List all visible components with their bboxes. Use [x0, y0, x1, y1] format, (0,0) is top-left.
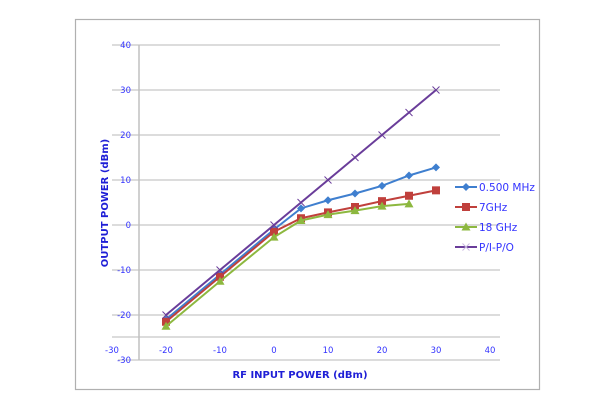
x-marker — [297, 198, 305, 207]
square-marker — [378, 197, 386, 206]
y-tick-label: 0 — [126, 221, 131, 231]
diamond-marker — [324, 196, 332, 205]
x-marker — [432, 86, 440, 94]
triangle-marker — [461, 222, 471, 231]
square-marker — [270, 227, 278, 236]
triangle-marker — [404, 199, 414, 208]
legend-label: 0.500 MHz — [479, 182, 535, 194]
y-tick-label: -20 — [117, 311, 131, 321]
y-tick-label: -10 — [117, 266, 131, 276]
x-tick-label: 0 — [271, 346, 276, 356]
x-marker — [270, 221, 278, 229]
legend-label: 18 GHz — [479, 222, 518, 234]
triangle-marker — [377, 201, 387, 210]
x-marker — [351, 153, 359, 162]
diamond-marker — [351, 189, 359, 198]
x-axis-ticks: -30 -20 -10 0 10 20 30 40 — [105, 346, 495, 356]
diamond-marker — [297, 204, 305, 213]
series-line — [165, 202, 410, 328]
x-marker — [405, 108, 413, 117]
triangle-marker — [323, 210, 333, 219]
diamond-marker — [462, 183, 470, 191]
x-tick-label: 40 — [485, 346, 496, 356]
diamond-marker — [405, 171, 413, 180]
x-marker — [162, 311, 170, 319]
legend: 0.500 MHz 7GHz 18 GHz P/I-P/O — [455, 182, 535, 254]
square-marker — [432, 186, 440, 195]
x-marker — [324, 176, 332, 184]
y-tick-label: 30 — [120, 86, 131, 96]
y-tick-label: -30 — [117, 356, 131, 366]
triangle-marker — [269, 232, 279, 241]
x-marker — [378, 131, 386, 139]
y-tick-label: 20 — [120, 131, 131, 141]
series-p-i-p-o — [162, 86, 440, 319]
x-tick-label: -30 — [105, 346, 119, 356]
triangle-marker — [296, 216, 306, 224]
legend-label: 7GHz — [479, 202, 508, 214]
series-18-ghz — [161, 199, 414, 330]
y-axis-ticks: 40 30 20 10 0 -10 -20 -30 — [117, 41, 131, 366]
legend-item: 0.500 MHz — [455, 182, 535, 194]
triangle-marker — [215, 276, 225, 285]
diamond-marker — [432, 163, 440, 172]
x-tick-label: -20 — [159, 346, 173, 356]
legend-item: P/I-P/O — [455, 242, 514, 254]
gridlines — [112, 44, 500, 361]
x-tick-label: 20 — [377, 346, 388, 356]
x-axis-title: RF INPUT POWER (dBm) — [232, 370, 367, 381]
x-marker — [216, 266, 224, 274]
triangle-marker — [350, 206, 360, 215]
data-series — [161, 86, 440, 330]
square-marker — [462, 203, 470, 211]
legend-item: 18 GHz — [455, 222, 518, 234]
y-tick-label: 10 — [120, 176, 131, 186]
y-axis-title: OUTPUT POWER (dBm) — [100, 139, 111, 267]
legend-label: P/I-P/O — [479, 242, 514, 254]
square-marker — [405, 191, 413, 200]
x-tick-label: -10 — [213, 346, 227, 356]
x-tick-label: 30 — [431, 346, 442, 356]
x-marker — [462, 243, 470, 251]
y-tick-label: 40 — [120, 41, 131, 51]
legend-item: 7GHz — [455, 202, 508, 214]
diamond-marker — [378, 181, 386, 190]
triangle-marker — [161, 321, 171, 330]
x-tick-label: 10 — [323, 346, 334, 356]
